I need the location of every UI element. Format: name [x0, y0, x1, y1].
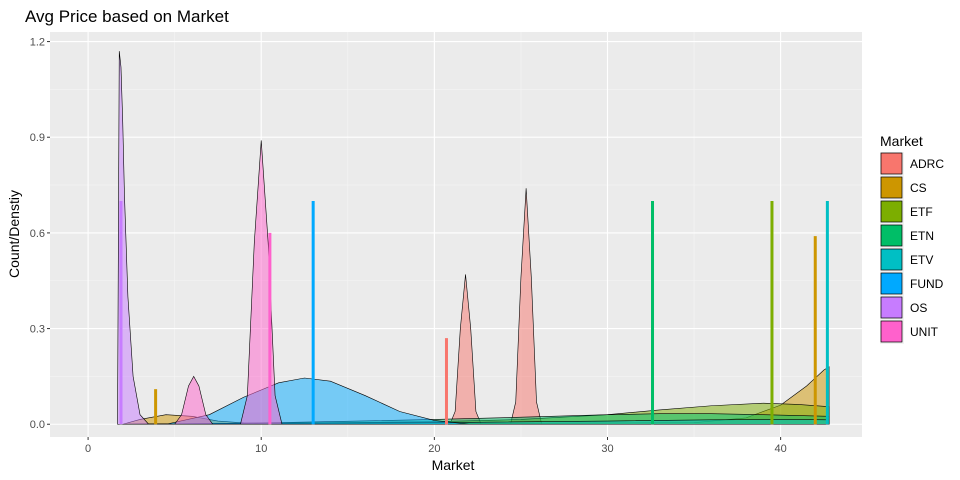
y-tick-label: 1.2	[30, 37, 45, 49]
density-unit	[240, 140, 283, 425]
legend-swatch-unit	[880, 320, 903, 343]
density-unit	[174, 375, 214, 425]
legend-swatch-etv	[880, 248, 903, 271]
plot-panel	[50, 32, 862, 437]
minor-gridlines	[50, 32, 862, 437]
x-tick-label: 20	[428, 443, 440, 455]
y-tick-label: 0.6	[30, 228, 45, 240]
legend-label-fund: FUND	[910, 277, 944, 291]
legend-label-cs: CS	[910, 181, 927, 195]
density-os	[117, 51, 150, 425]
legend-label-os: OS	[910, 301, 927, 315]
legend-swatch-etn	[880, 224, 903, 247]
x-tick-label: 10	[255, 443, 267, 455]
legend-swatch-fund	[880, 272, 903, 295]
legend-label-etv: ETV	[910, 253, 933, 267]
x-tick-label: 40	[775, 443, 787, 455]
y-tick-label: 0.9	[30, 132, 45, 144]
x-axis-title: Market	[432, 457, 475, 473]
y-axis-title: Count/Denstiy	[6, 190, 22, 278]
legend-items: ADRC CS ETF ETN ETV FUND OS UNIT	[880, 152, 944, 344]
x-tick-label: 0	[85, 443, 91, 455]
legend-swatch-adrc	[880, 152, 903, 175]
legend-swatch-etf	[880, 200, 903, 223]
legend-label-unit: UNIT	[910, 325, 939, 339]
x-tick-label: 30	[601, 443, 613, 455]
legend: Market ADRC CS ETF ETN ETV FUND OS UNIT	[880, 133, 944, 344]
legend-swatch-os	[880, 296, 903, 319]
legend-swatch-cs	[880, 176, 903, 199]
y-tick-label: 0.0	[30, 419, 45, 431]
bar-marks	[119, 201, 829, 425]
legend-label-adrc: ADRC	[910, 157, 944, 171]
x-axis: 0 10 20 30 40	[85, 437, 787, 455]
y-axis: 0.0 0.3 0.6 0.9 1.2	[30, 37, 50, 431]
chart-title: Avg Price based on Market	[25, 7, 229, 26]
legend-label-etn: ETN	[910, 229, 934, 243]
legend-label-etf: ETF	[910, 205, 933, 219]
legend-title: Market	[880, 133, 923, 149]
y-tick-label: 0.3	[30, 324, 45, 336]
